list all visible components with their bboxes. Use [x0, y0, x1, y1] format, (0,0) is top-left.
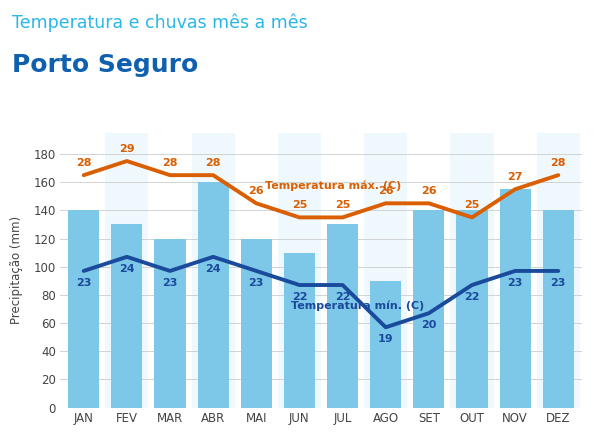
Text: 23: 23: [248, 278, 264, 288]
Text: 24: 24: [119, 264, 134, 274]
Bar: [154, 238, 185, 408]
Bar: [278, 133, 321, 408]
Text: 25: 25: [335, 200, 350, 210]
Text: 22: 22: [335, 292, 350, 302]
Bar: [413, 210, 445, 408]
Text: 26: 26: [248, 187, 264, 196]
Text: 26: 26: [378, 187, 394, 196]
Text: 22: 22: [292, 292, 307, 302]
Bar: [191, 133, 235, 408]
Bar: [105, 133, 148, 408]
Text: 28: 28: [205, 158, 221, 168]
Bar: [284, 253, 315, 408]
Text: Temperatura mín. (C): Temperatura mín. (C): [291, 300, 424, 311]
Text: 23: 23: [551, 278, 566, 288]
Text: 28: 28: [551, 158, 566, 168]
Text: 23: 23: [508, 278, 523, 288]
Bar: [500, 189, 530, 408]
Bar: [451, 133, 494, 408]
Text: 25: 25: [464, 200, 479, 210]
Text: 22: 22: [464, 292, 480, 302]
Text: Porto Seguro: Porto Seguro: [12, 53, 198, 77]
Text: 27: 27: [508, 172, 523, 182]
Text: 19: 19: [378, 334, 394, 344]
Text: 29: 29: [119, 144, 134, 154]
Text: Temperatura e chuvas mês a mês: Temperatura e chuvas mês a mês: [12, 13, 308, 32]
Bar: [68, 210, 99, 408]
Bar: [543, 210, 574, 408]
Bar: [112, 225, 142, 408]
Text: 28: 28: [76, 158, 91, 168]
Bar: [457, 210, 488, 408]
Text: Temperatura máx. (C): Temperatura máx. (C): [265, 181, 401, 191]
Text: 23: 23: [163, 278, 178, 288]
Text: 25: 25: [292, 200, 307, 210]
Text: 20: 20: [421, 320, 437, 330]
Bar: [241, 238, 272, 408]
Bar: [537, 133, 580, 408]
Bar: [364, 133, 407, 408]
Bar: [370, 281, 401, 408]
Bar: [327, 225, 358, 408]
Bar: [197, 182, 229, 408]
Y-axis label: Precipitação (mm): Precipitação (mm): [10, 216, 23, 324]
Text: 24: 24: [205, 264, 221, 274]
Text: 23: 23: [76, 278, 91, 288]
Text: 26: 26: [421, 187, 437, 196]
Text: 28: 28: [162, 158, 178, 168]
